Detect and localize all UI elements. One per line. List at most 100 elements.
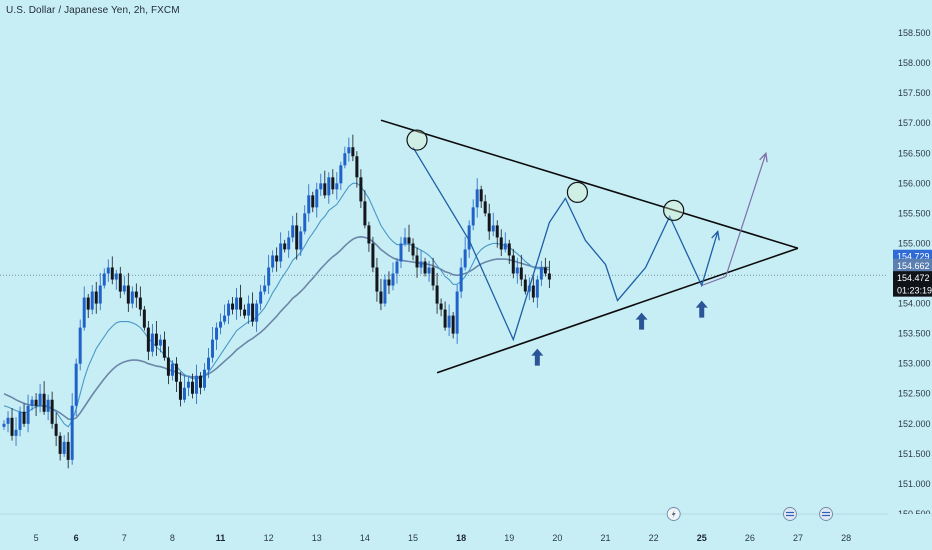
candle-body xyxy=(483,201,487,214)
candle-body xyxy=(174,363,178,382)
y-tick-label: 152.500 xyxy=(898,389,931,399)
candle-body xyxy=(347,147,351,154)
candle-body xyxy=(54,423,58,436)
candle xyxy=(331,169,335,195)
candle xyxy=(10,408,14,441)
candle-body xyxy=(427,267,431,274)
candle xyxy=(407,224,411,252)
candle-body xyxy=(211,339,215,358)
candle-body xyxy=(102,273,106,286)
event-flag-icon[interactable] xyxy=(819,507,833,521)
highlight-circle xyxy=(566,181,589,203)
candle xyxy=(271,250,275,273)
candle xyxy=(219,313,223,335)
candle-body xyxy=(74,363,78,406)
candle xyxy=(58,432,62,461)
candle xyxy=(411,238,415,261)
triangle-lower-line[interactable] xyxy=(436,247,799,374)
candle xyxy=(283,239,287,253)
event-flag-icon[interactable] xyxy=(783,507,797,521)
candle-body xyxy=(435,285,439,304)
candle-body xyxy=(158,339,162,346)
chart-title: U.S. Dollar / Japanese Yen, 2h, FXCM xyxy=(6,5,180,16)
candle xyxy=(62,435,66,457)
y-tick-label: 157.000 xyxy=(898,118,931,128)
candle xyxy=(118,266,122,299)
candle-body xyxy=(182,387,186,400)
candle-body xyxy=(351,147,355,157)
candle xyxy=(279,232,283,269)
candle xyxy=(231,296,235,315)
candle xyxy=(70,393,74,465)
candle xyxy=(443,301,447,331)
candle-body xyxy=(503,243,507,250)
candle-body xyxy=(14,429,18,436)
wave-pattern-line[interactable] xyxy=(412,146,719,342)
candle-body xyxy=(62,441,66,454)
candle xyxy=(315,182,319,218)
candle-body xyxy=(130,291,134,304)
x-tick-label: 27 xyxy=(793,533,803,543)
candle-body xyxy=(30,399,34,406)
triangle-upper-line[interactable] xyxy=(380,119,799,250)
candle xyxy=(6,411,10,433)
x-tick-label: 14 xyxy=(360,533,370,543)
candle xyxy=(263,275,267,295)
candle-body xyxy=(255,303,259,322)
x-tick-label: 19 xyxy=(504,533,514,543)
candle-body xyxy=(247,303,251,316)
candle-body xyxy=(515,267,519,274)
y-tick-label: 153.000 xyxy=(898,359,931,369)
event-flash-icon[interactable] xyxy=(666,507,681,521)
candle xyxy=(251,292,255,327)
candle-body xyxy=(399,243,403,262)
candle-body xyxy=(491,225,495,232)
candle-body xyxy=(439,303,443,310)
candle-body xyxy=(150,333,154,352)
candle xyxy=(379,278,383,311)
candle xyxy=(375,257,379,302)
candle-body xyxy=(146,327,150,352)
candle xyxy=(295,212,299,260)
candle-body xyxy=(78,327,82,364)
candle-body xyxy=(190,381,194,394)
candle xyxy=(523,274,527,295)
x-tick-label: 28 xyxy=(841,533,851,543)
candle xyxy=(190,373,194,399)
candle-body xyxy=(287,237,291,250)
candle xyxy=(507,239,511,264)
candle-body xyxy=(227,303,231,316)
x-tick-label: 22 xyxy=(649,533,659,543)
candle-body xyxy=(70,405,74,460)
candle-body xyxy=(170,363,174,376)
candle xyxy=(539,260,543,287)
candle-body xyxy=(479,189,483,202)
projection-arrowhead xyxy=(759,151,768,163)
candle-body xyxy=(335,183,339,190)
candle xyxy=(110,256,114,285)
price-tag-label: 154.662 xyxy=(897,261,930,271)
candle-body xyxy=(323,183,327,196)
candle-body xyxy=(263,285,267,292)
flash-glyph xyxy=(671,510,676,518)
candle-body xyxy=(178,381,182,400)
y-tick-label: 156.500 xyxy=(898,148,931,158)
candle xyxy=(291,215,295,243)
x-tick-label: 21 xyxy=(600,533,610,543)
candle xyxy=(503,232,507,253)
candle-body xyxy=(327,177,331,196)
candle xyxy=(299,226,303,257)
candle-body xyxy=(50,399,54,424)
candle xyxy=(243,304,247,319)
candle xyxy=(447,304,451,337)
candle xyxy=(359,169,363,208)
candle xyxy=(14,417,18,447)
candle xyxy=(287,230,291,258)
y-tick-label: 155.000 xyxy=(898,238,931,248)
price-tag-label: 01:23:19 xyxy=(897,286,932,296)
candle xyxy=(186,376,190,397)
candle xyxy=(235,287,239,320)
projection-line[interactable] xyxy=(701,153,767,287)
